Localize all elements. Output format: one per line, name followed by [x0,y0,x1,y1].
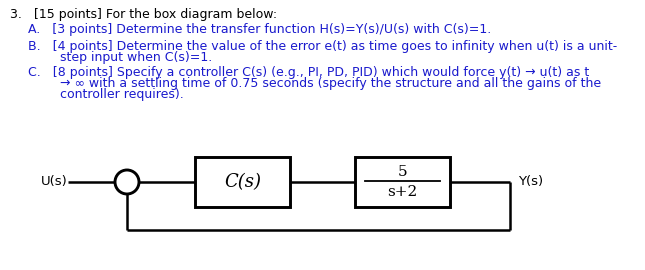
Bar [195,157,290,207]
Text: U(s): U(s) [41,176,68,188]
Bar [355,157,450,207]
Text: s+2: s+2 [388,185,417,199]
Text: Y(s): Y(s) [518,176,543,188]
Text: 3.   [15 points] For the box diagram below:: 3. [15 points] For the box diagram below… [10,8,277,21]
Text: B.   [4 points] Determine the value of the error e(t) as time goes to infinity w: B. [4 points] Determine the value of the… [28,40,617,53]
Text: step input when C(s)=1.: step input when C(s)=1. [28,51,212,64]
Text: C(s): C(s) [224,173,261,191]
Text: A.   [3 points] Determine the transfer function H(s)=Y(s)/U(s) with C(s)=1.: A. [3 points] Determine the transfer fun… [28,23,491,36]
Text: controller requires).: controller requires). [28,88,184,101]
Text: → ∞ with a settling time of 0.75 seconds (specify the structure and all the gain: → ∞ with a settling time of 0.75 seconds… [28,77,601,90]
Text: 5: 5 [398,165,407,179]
Text: C.   [8 points] Specify a controller C(s) (e.g., PI, PD, PID) which would force : C. [8 points] Specify a controller C(s) … [28,66,590,79]
